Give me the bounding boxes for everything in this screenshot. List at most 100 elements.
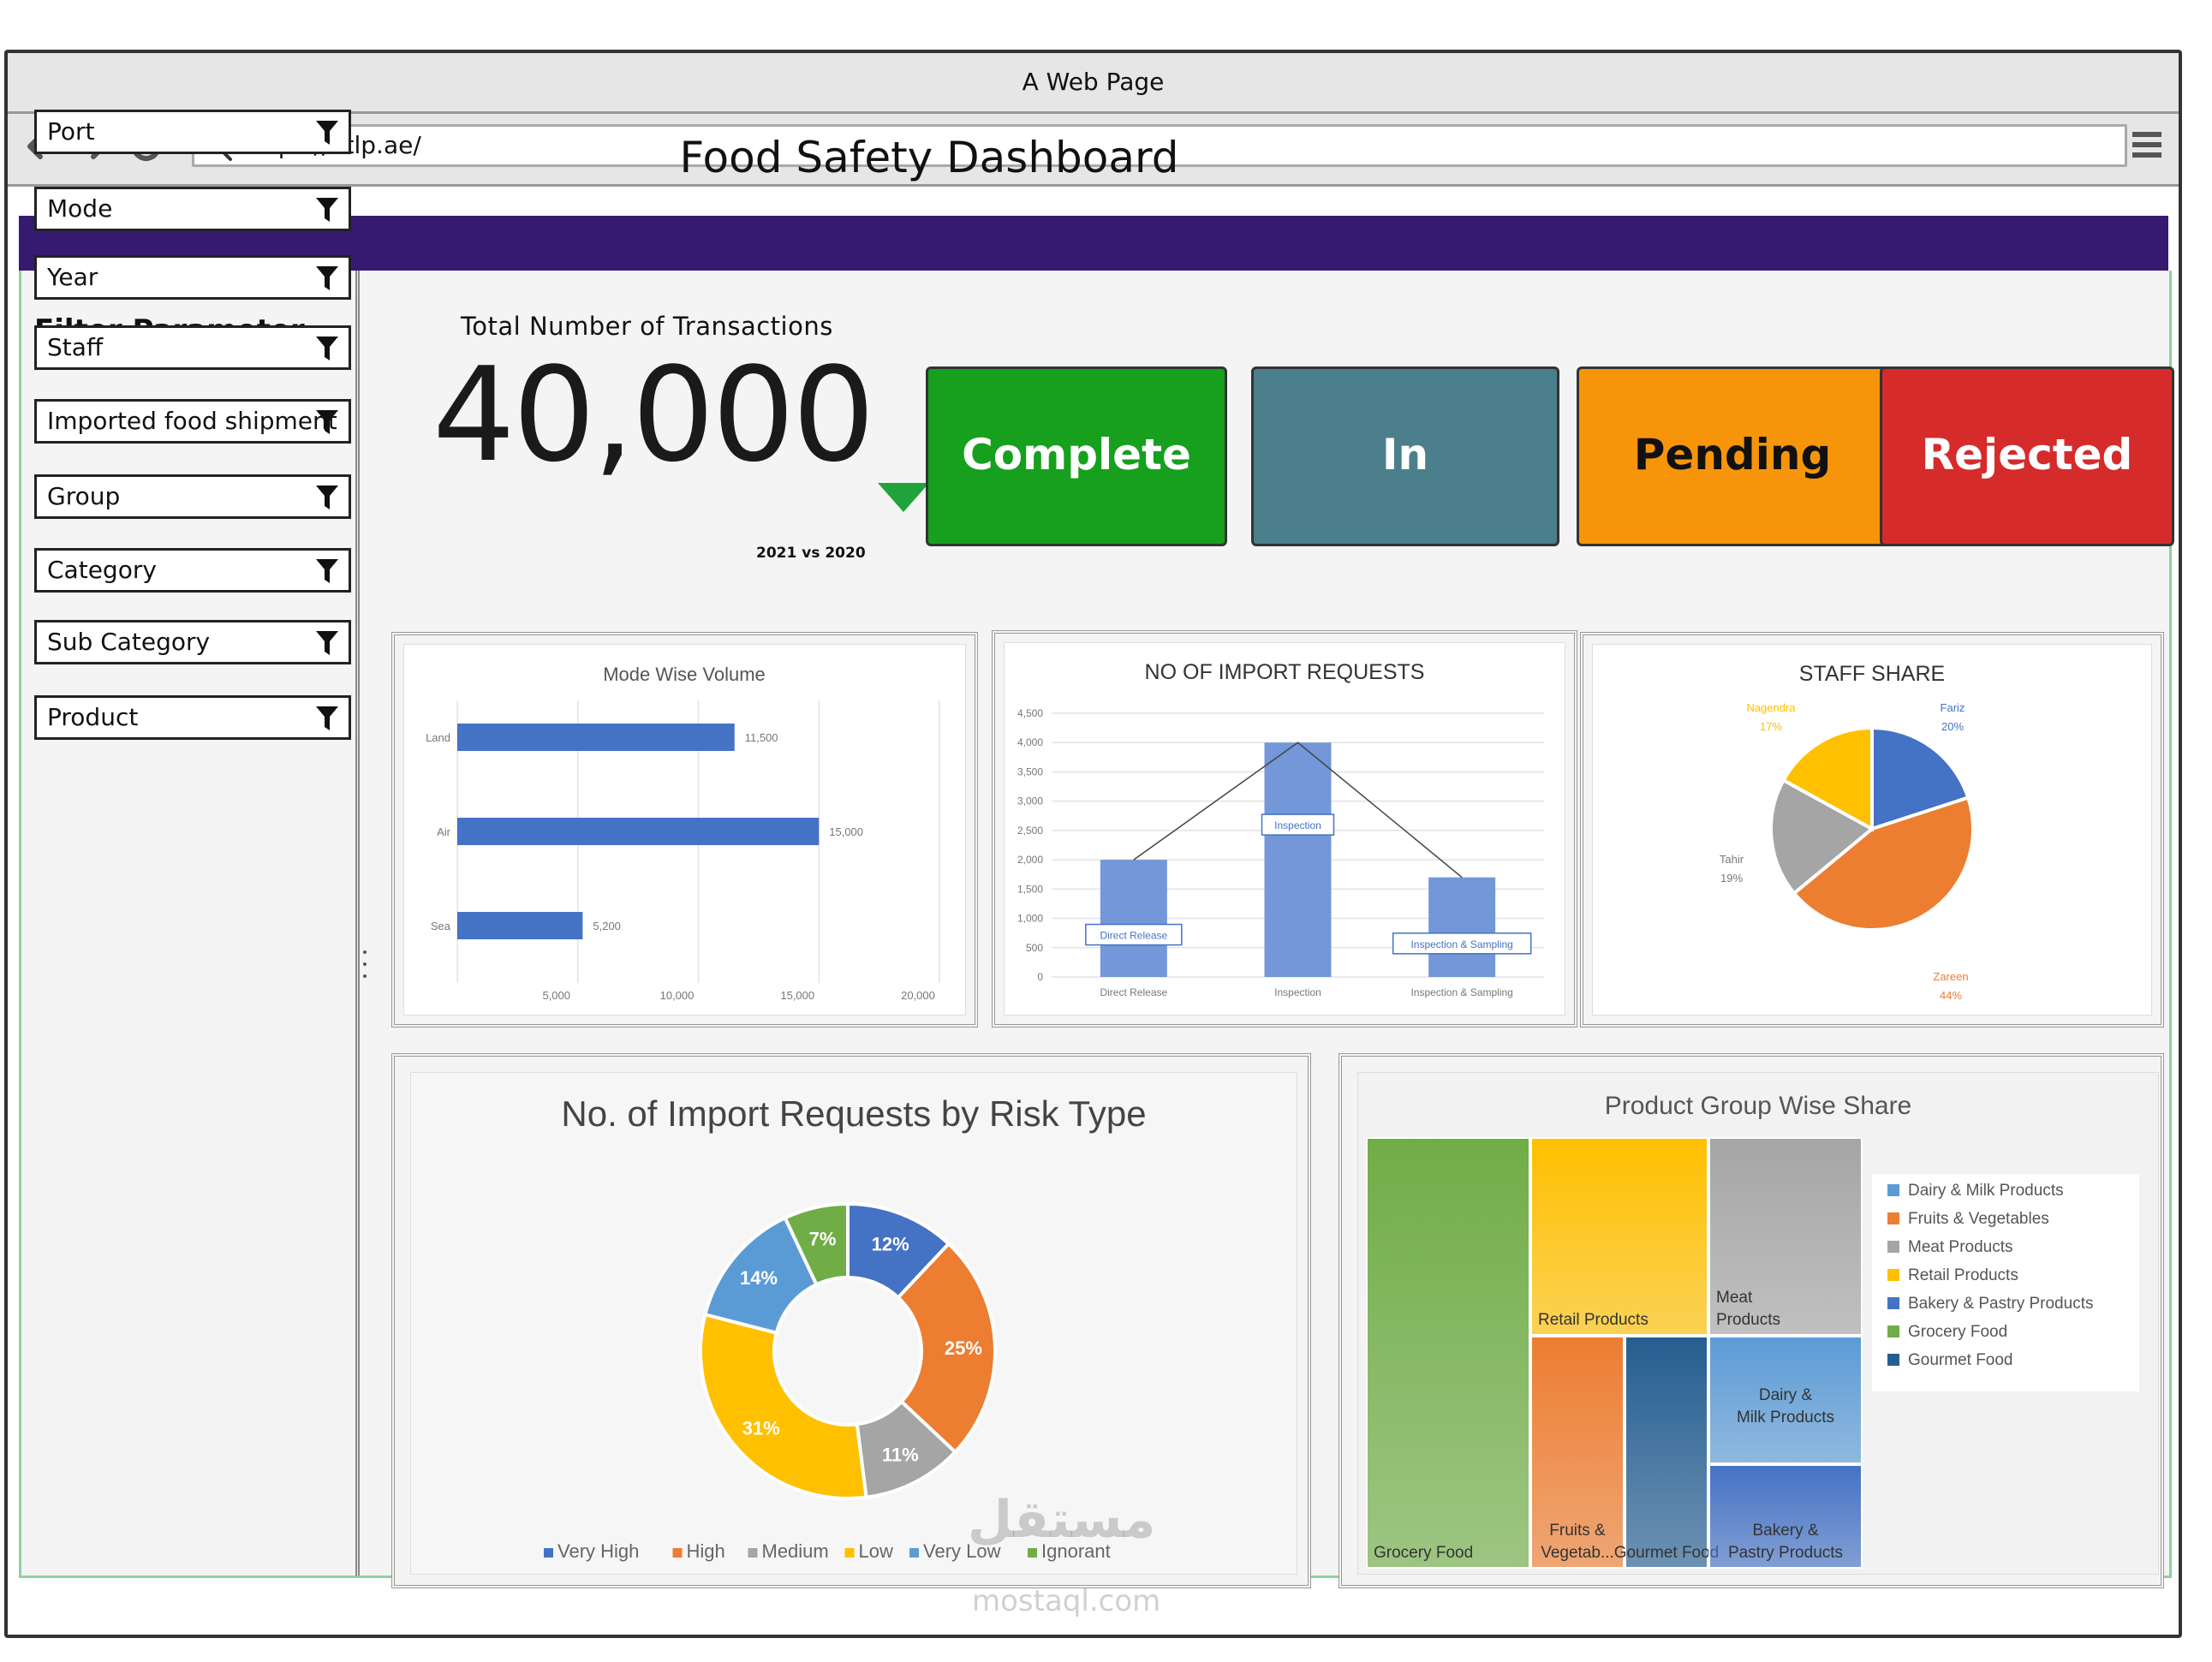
- staff-share-chart: STAFF SHARE Fariz 20% Zareen 44% Tahir 19% Nage…: [1720, 662, 1975, 1002]
- filter-staff[interactable]: Staff: [34, 325, 351, 370]
- cell-label: Products: [1716, 1311, 1780, 1329]
- y-tick-label: Sea: [431, 920, 451, 932]
- status-pending-button[interactable]: Pending: [1577, 366, 1888, 546]
- header-banner: [19, 216, 2168, 271]
- cell-label: Vegetab...: [1541, 1544, 1614, 1562]
- legend-swatch: [748, 1548, 758, 1558]
- y-tick-label: 2,500: [1017, 825, 1043, 837]
- filter-mode[interactable]: Mode: [34, 187, 351, 231]
- y-tick-label: 3,500: [1017, 765, 1043, 777]
- filter-product[interactable]: Product: [34, 695, 351, 740]
- donut-slice-ignorant: [783, 1201, 850, 1287]
- slice-name: Tahir: [1720, 853, 1744, 866]
- legend-swatch: [1887, 1212, 1899, 1224]
- bar-land: [457, 724, 735, 751]
- funnel-filter-icon[interactable]: [314, 705, 340, 732]
- chart-title: NO OF IMPORT REQUESTS: [1145, 660, 1425, 684]
- funnel-filter-icon[interactable]: [314, 119, 340, 146]
- data-label: 11,500: [745, 731, 778, 744]
- funnel-filter-icon[interactable]: [314, 265, 340, 292]
- treemap-cell-fruits-vegetables: [1530, 1336, 1625, 1569]
- address-bar[interactable]: https://atlp.ae/: [192, 124, 2127, 167]
- import-requests-panel: NO OF IMPORT REQUESTS 0 500 1,000 1,500 2,000…: [992, 630, 1577, 1028]
- treemap-cell-retail-products: [1530, 1137, 1708, 1336]
- product-group-chart: Product Group Wise Share Grocery Food Reta…: [1366, 1092, 2139, 1569]
- legend-bg: [1872, 1174, 2139, 1391]
- funnel-filter-icon[interactable]: [314, 629, 340, 657]
- splitter-handle[interactable]: [362, 947, 367, 981]
- legend-swatch: [1028, 1548, 1037, 1558]
- filter-label: Port: [47, 117, 95, 146]
- x-tick-label: Inspection: [1274, 986, 1321, 998]
- treemap-cell-gourmet-food: [1625, 1336, 1708, 1569]
- funnel-filter-icon[interactable]: [314, 408, 340, 436]
- filter-label: Product: [47, 703, 139, 731]
- funnel-filter-icon[interactable]: [314, 196, 340, 223]
- y-tick-label: 1,500: [1017, 883, 1043, 895]
- bar-annotation: Inspection: [1261, 813, 1335, 836]
- staff-share-panel: STAFF SHARE Fariz 20% Zareen 44% Tahir 19% Nage…: [1580, 632, 2164, 1028]
- legend-swatch: [1887, 1354, 1899, 1366]
- kpi-value: 40,000: [432, 339, 875, 491]
- annotation-box: [1392, 932, 1532, 955]
- filter-sub-category[interactable]: Sub Category: [34, 620, 351, 664]
- funnel-filter-icon[interactable]: [314, 484, 340, 511]
- filter-sidebar: Filter Parameter PortModeYearStaffImport…: [21, 110, 360, 1576]
- pie-slice-fariz: [1870, 725, 1971, 831]
- y-tick-label: Air: [437, 825, 451, 838]
- trend-down-arrow-icon: [878, 483, 929, 512]
- cell-label: Gourmet Food: [1614, 1544, 1720, 1562]
- legend-swatch: [672, 1548, 683, 1558]
- slice-name: Zareen: [1933, 970, 1968, 983]
- slice-label: 25%: [945, 1337, 982, 1359]
- y-tick-label: 4,000: [1017, 736, 1043, 748]
- data-label: 15,000: [829, 825, 863, 838]
- kpi-comparison: 2021 vs 2020: [756, 545, 866, 562]
- filter-imported-food-shipment[interactable]: Imported food shipment: [34, 399, 351, 444]
- page-title: Food Safety Dashboard: [679, 133, 1179, 182]
- status-in-button[interactable]: In: [1251, 366, 1559, 546]
- annotation-text: Direct Release: [1100, 930, 1167, 942]
- donut-slice-low: [699, 1312, 868, 1500]
- slice-name: Fariz: [1941, 701, 1965, 714]
- filter-category[interactable]: Category: [34, 548, 351, 593]
- funnel-filter-icon[interactable]: [314, 335, 340, 362]
- filter-year[interactable]: Year: [34, 255, 351, 300]
- status-rejected-button[interactable]: Rejected: [1880, 366, 2174, 546]
- treemap-legend: Dairy & Milk Products Fruits & Vegetables…: [1872, 1174, 2139, 1391]
- pie-slice-zareen: [1792, 795, 1975, 932]
- slice-label: 31%: [742, 1417, 780, 1439]
- slice-label: 7%: [809, 1228, 837, 1249]
- chart-title: Mode Wise Volume: [603, 664, 766, 685]
- legend-label: Gourmet Food: [1908, 1351, 2013, 1369]
- chart-title: STAFF SHARE: [1799, 662, 1945, 686]
- filter-port[interactable]: Port: [34, 110, 351, 154]
- slice-percent: 19%: [1720, 872, 1743, 885]
- legend-label: Very Low: [923, 1540, 1001, 1562]
- filter-label: Year: [47, 263, 98, 291]
- kpi-label: Total Number of Transactions: [461, 312, 833, 341]
- treemap-cell-bakery-pastry-products: [1708, 1464, 1863, 1569]
- cell-label: Meat: [1716, 1289, 1753, 1307]
- treemap-cell-meat-products: [1708, 1137, 1863, 1336]
- bar-annotation: Direct Release: [1085, 923, 1183, 946]
- import-requests-chart: NO OF IMPORT REQUESTS 0 500 1,000 1,500 2,000…: [1017, 660, 1544, 998]
- y-tick-label: 1,000: [1017, 913, 1043, 925]
- filter-group[interactable]: Group: [34, 474, 351, 519]
- slice-label: 12%: [872, 1233, 909, 1254]
- x-tick-label: 15,000: [780, 989, 814, 1002]
- filter-label: Group: [47, 482, 121, 510]
- status-complete-button[interactable]: Complete: [926, 366, 1227, 546]
- hamburger-menu-icon[interactable]: [2131, 128, 2163, 162]
- slice-percent: 17%: [1760, 720, 1782, 733]
- slice-name: Nagendra: [1746, 701, 1796, 714]
- funnel-filter-icon[interactable]: [314, 557, 340, 585]
- legend-label: Dairy & Milk Products: [1908, 1182, 2064, 1200]
- filter-label: Staff: [47, 333, 104, 361]
- pie-slice-tahir: [1769, 777, 1875, 897]
- legend-swatch: [1887, 1184, 1899, 1196]
- window-title: A Web Page: [8, 53, 2179, 114]
- bar-1: [1264, 742, 1332, 977]
- mode-volume-panel: Mode Wise Volume 5,000 10,000 15,000 20,000 L…: [391, 632, 978, 1028]
- bar-annotation: Inspection & Sampling: [1392, 932, 1532, 955]
